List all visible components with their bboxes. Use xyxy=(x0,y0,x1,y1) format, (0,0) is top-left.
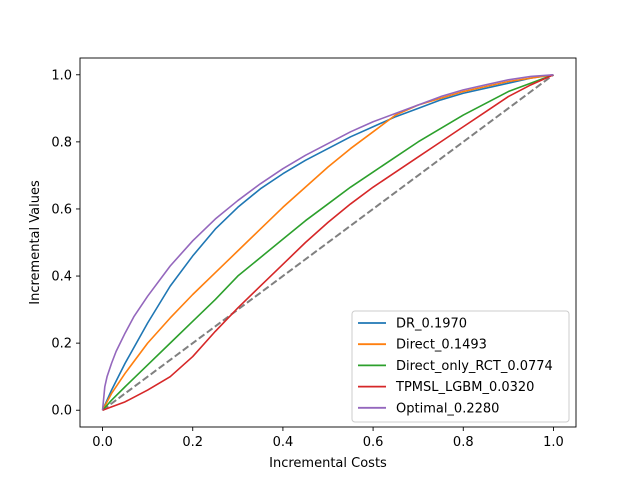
x-tick-label-0: 0.0 xyxy=(92,435,113,450)
y-tick-label-3: 0.6 xyxy=(51,202,72,217)
x-tick-label-1: 0.2 xyxy=(182,435,203,450)
x-axis-label: Incremental Costs xyxy=(269,456,387,471)
legend-label-2: Direct_only_RCT_0.0774 xyxy=(396,359,553,374)
y-tick-label-1: 0.2 xyxy=(51,337,72,352)
y-axis-label: Incremental Values xyxy=(28,180,43,305)
series-line-1 xyxy=(101,73,554,411)
series-line-3 xyxy=(102,74,554,411)
x-tick-label-2: 0.4 xyxy=(273,435,294,450)
legend: DR_0.1970 Direct_0.1493 Direct_only_RCT_0.… xyxy=(351,310,570,423)
axes-layer: 0.0 0.2 0.4 0.6 0.8 1.0 0.0 0.2 0.4 0.6 0.8 1.0 xyxy=(51,57,577,450)
lines-layer xyxy=(101,73,555,412)
y-tick-label-4: 0.8 xyxy=(51,135,72,150)
reference-diagonal-line xyxy=(101,73,555,412)
x-tick-label-4: 0.8 xyxy=(453,435,474,450)
legend-box xyxy=(351,310,570,423)
series-line-0 xyxy=(101,73,554,411)
x-tick-label-3: 0.6 xyxy=(363,435,384,450)
x-tick-label-5: 1.0 xyxy=(543,435,564,450)
y-tick-label-2: 0.4 xyxy=(51,270,72,285)
y-tick-label-5: 1.0 xyxy=(51,68,72,83)
y-tick-label-0: 0.0 xyxy=(51,404,72,419)
legend-label-4: Optimal_0.2280 xyxy=(396,401,499,416)
legend-label-3: TPMSL_LGBM_0.0320 xyxy=(395,380,534,395)
series-line-4 xyxy=(101,73,554,411)
series-line-2 xyxy=(101,74,554,411)
legend-label-1: Direct_0.1493 xyxy=(396,338,487,353)
axes-frame xyxy=(79,57,577,428)
legend-label-0: DR_0.1970 xyxy=(396,317,467,332)
